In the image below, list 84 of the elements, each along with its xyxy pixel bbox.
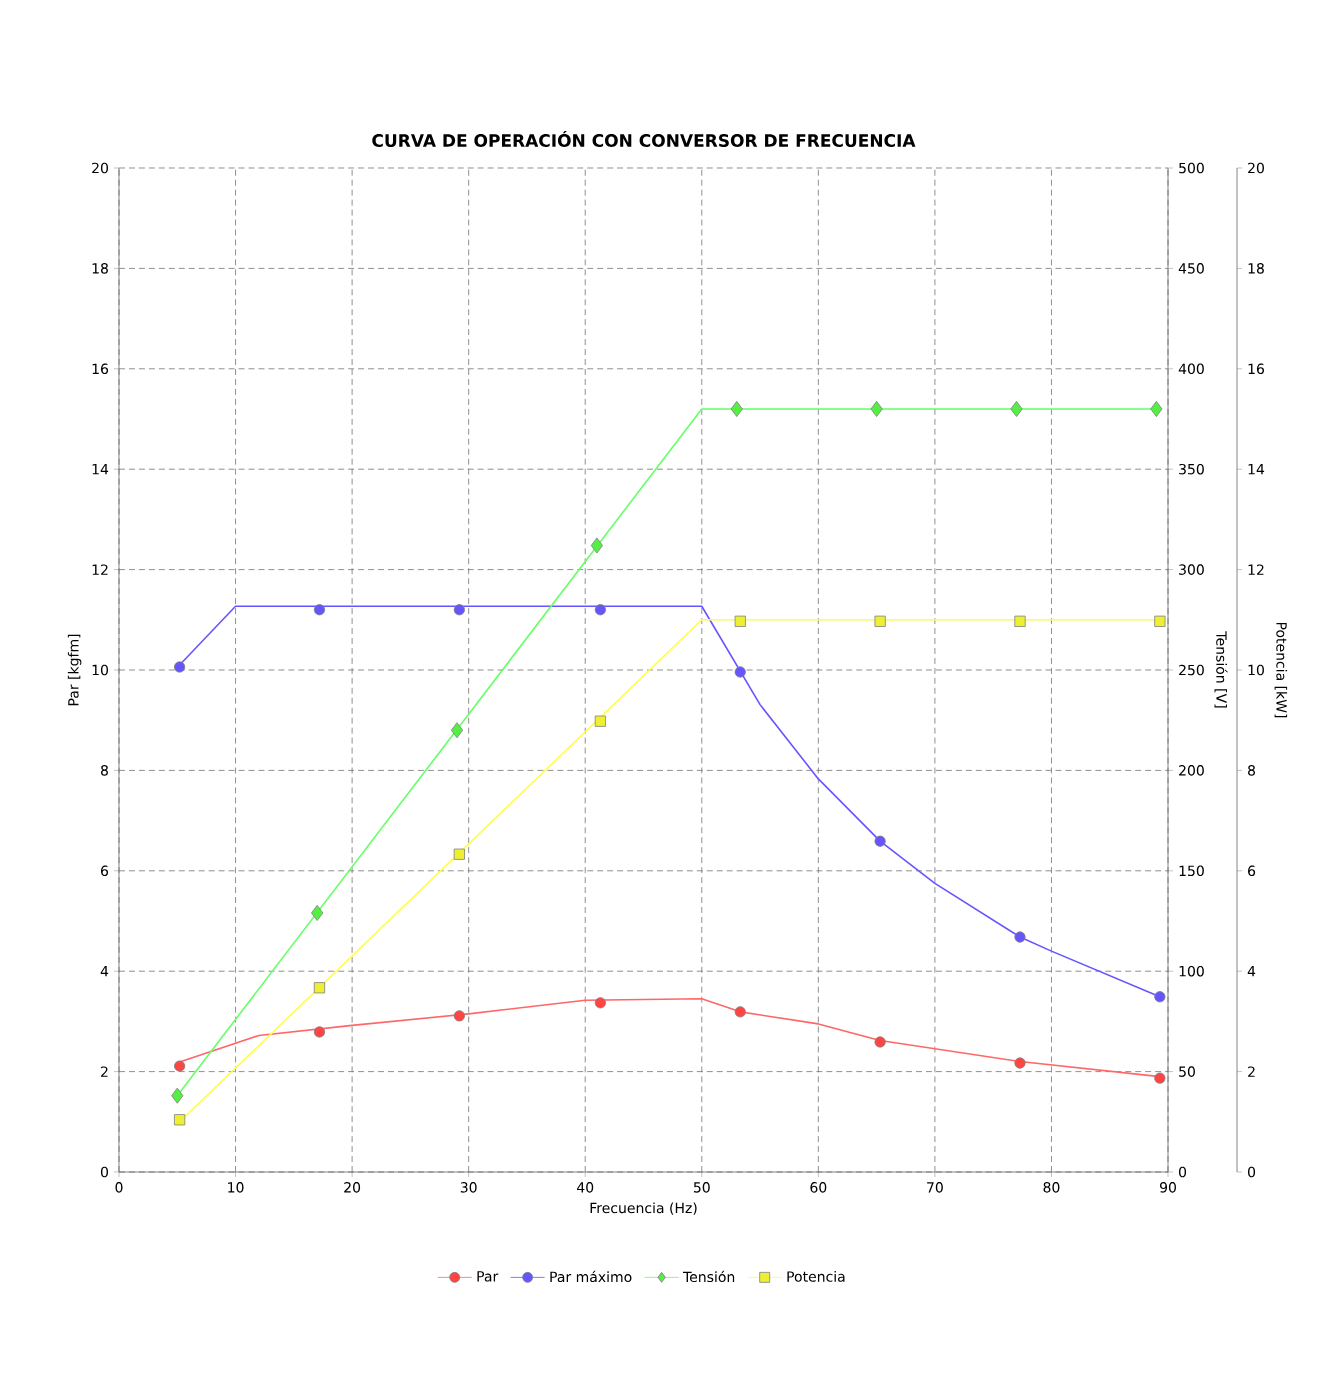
point — [730, 400, 743, 417]
point — [734, 615, 746, 627]
point — [874, 615, 886, 627]
y2-tick-label: 250 — [1179, 664, 1204, 676]
y3-tick-label: 2 — [1248, 1066, 1255, 1077]
x-tick-label: 0 — [115, 1182, 123, 1193]
y2-tick-label: 450 — [1178, 263, 1204, 274]
y3-tick-label: 0 — [1248, 1166, 1256, 1178]
y-tick-label: 2 — [101, 1066, 108, 1077]
point — [594, 715, 606, 727]
y2-tick-label: 200 — [1179, 765, 1204, 776]
point — [313, 1026, 326, 1038]
point — [594, 997, 606, 1009]
y-tick-label: 12 — [92, 564, 108, 575]
point — [174, 661, 186, 673]
point — [450, 722, 464, 739]
point — [311, 904, 324, 921]
legend-label: Potencia — [787, 1271, 845, 1282]
y-axis-title: Par [kgfm] — [67, 634, 82, 706]
y3-tick-label: 12 — [1248, 564, 1264, 575]
y3-axis-title: Potencia [kW] — [1274, 622, 1288, 718]
point — [874, 1036, 886, 1048]
y2-tick-label: 300 — [1179, 564, 1204, 575]
y-tick-label: 0 — [100, 1166, 108, 1178]
point — [734, 666, 746, 678]
point — [313, 604, 326, 616]
x-tick-label: 20 — [344, 1182, 361, 1193]
legend-label: Par máximo — [550, 1270, 632, 1283]
x-tick-label: 40 — [577, 1182, 594, 1193]
point — [174, 1114, 186, 1126]
point — [1010, 400, 1023, 417]
y3-tick-label: 18 — [1248, 263, 1264, 274]
y3-tick-label: 10 — [1248, 664, 1264, 676]
y3-tick-label: 14 — [1248, 464, 1265, 475]
point — [594, 604, 606, 616]
y3-tick-label: 20 — [1248, 162, 1264, 174]
y-tick-label: 16 — [92, 363, 109, 375]
y2-tick-label: 350 — [1179, 463, 1204, 475]
y2-axis-title: Tensión [V] — [1214, 631, 1228, 708]
legend-label: Par — [477, 1271, 499, 1282]
x-tick-label: 80 — [1043, 1182, 1060, 1193]
legend-label: Tensión — [682, 1270, 735, 1283]
x-tick-label: 50 — [693, 1182, 710, 1193]
point — [590, 537, 603, 554]
y2-tick-label: 0 — [1179, 1166, 1187, 1178]
y-tick-label: 14 — [92, 464, 109, 475]
x-tick-label: 60 — [810, 1182, 827, 1193]
y-tick-label: 20 — [92, 162, 108, 174]
y-tick-label: 4 — [100, 966, 109, 977]
y3-tick-label: 8 — [1248, 765, 1256, 776]
point — [1150, 400, 1163, 417]
x-tick-label: 90 — [1159, 1182, 1176, 1193]
point — [453, 848, 465, 860]
chart-title: CURVA DE OPERACIÓN CON CONVERSOR DE FRECUENCIA — [372, 130, 916, 147]
y2-tick-label: 100 — [1179, 965, 1204, 977]
y2-tick-label: 50 — [1179, 1066, 1195, 1077]
point — [174, 1060, 186, 1072]
x-tick-label: 30 — [460, 1182, 477, 1193]
point — [874, 835, 886, 847]
point — [1154, 1072, 1166, 1084]
point — [1154, 991, 1166, 1003]
point — [171, 1087, 184, 1104]
y-tick-label: 8 — [100, 765, 108, 776]
y3-tick-label: 16 — [1248, 363, 1265, 375]
point — [734, 1006, 746, 1018]
point — [1014, 1057, 1026, 1069]
x-tick-label: 10 — [228, 1182, 244, 1193]
point — [313, 982, 326, 994]
y2-tick-label: 150 — [1179, 865, 1204, 877]
y2-tick-label: 400 — [1178, 363, 1204, 375]
x-axis-title: Frecuencia (Hz) — [590, 1202, 697, 1215]
y3-tick-label: 6 — [1248, 865, 1256, 877]
point — [1014, 931, 1026, 943]
y-tick-label: 18 — [92, 263, 108, 274]
point — [1154, 615, 1166, 627]
y2-tick-label: 500 — [1179, 162, 1204, 174]
point — [453, 604, 465, 616]
y-tick-label: 10 — [92, 664, 108, 676]
point — [870, 400, 883, 417]
x-tick-label: 70 — [927, 1182, 943, 1193]
point — [453, 1010, 465, 1022]
point — [1014, 615, 1026, 627]
y3-tick-label: 4 — [1247, 966, 1256, 977]
y-tick-label: 6 — [101, 865, 109, 877]
